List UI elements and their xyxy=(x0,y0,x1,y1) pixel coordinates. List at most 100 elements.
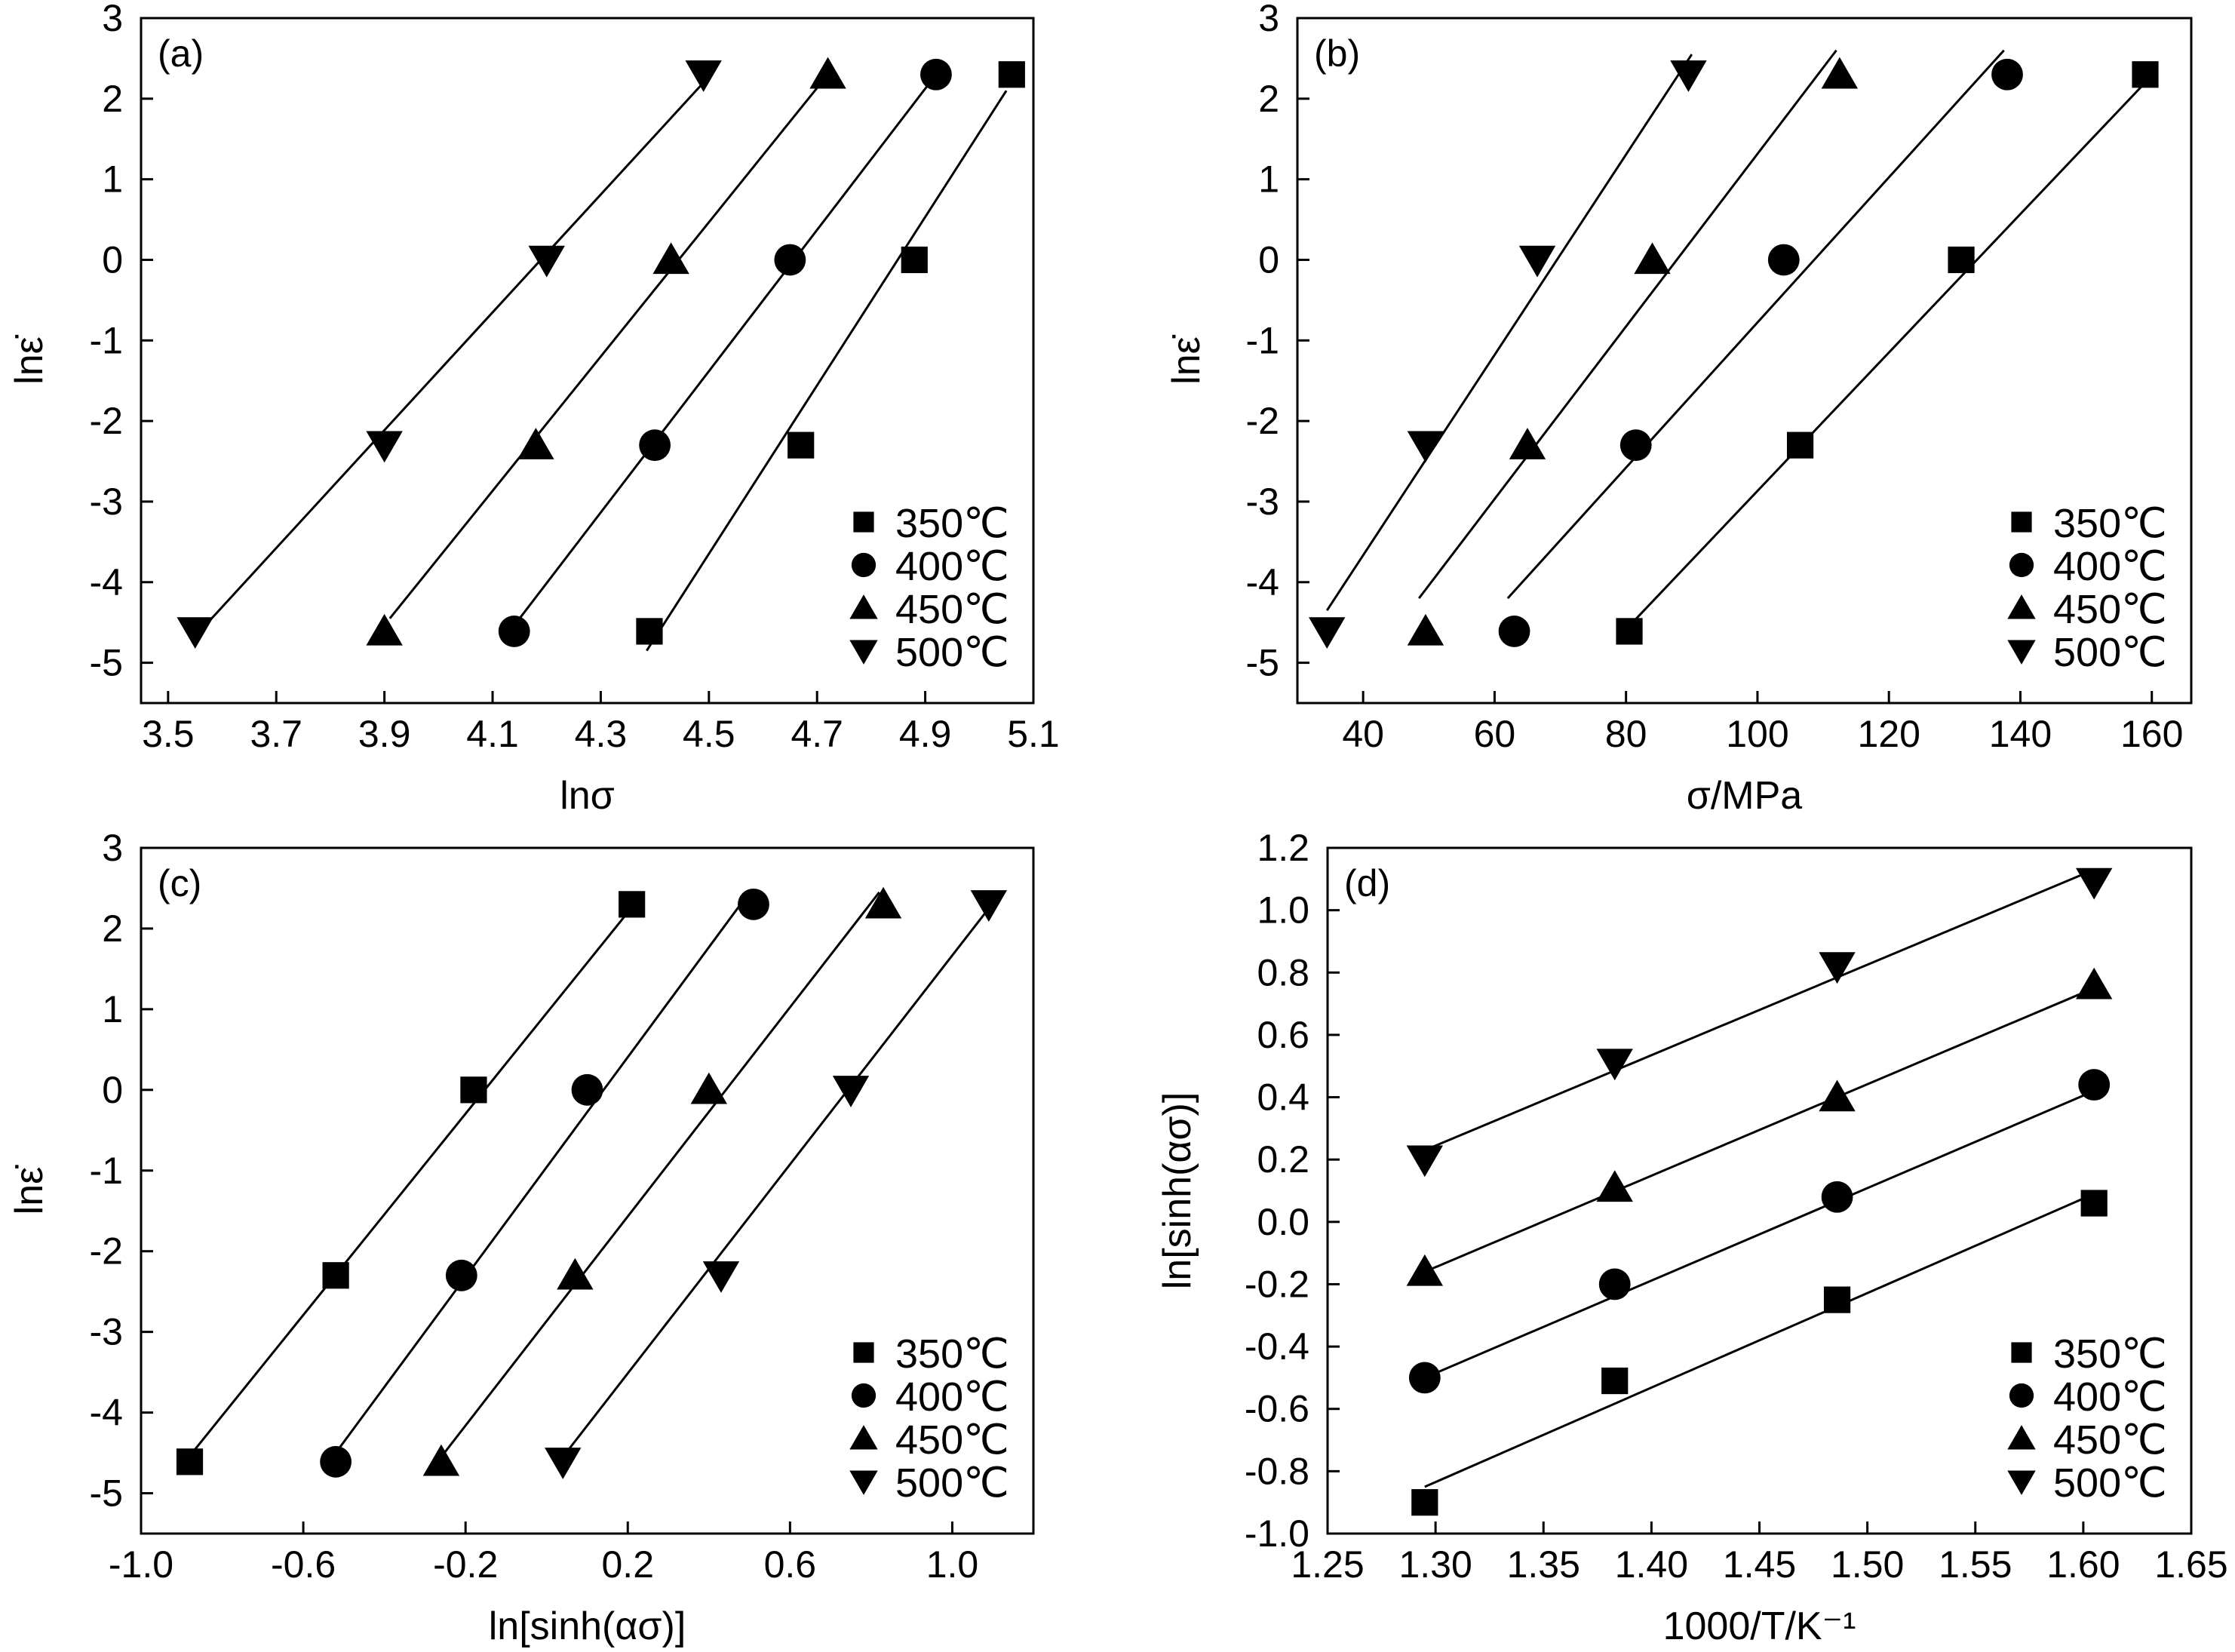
data-point xyxy=(1616,618,1643,645)
data-point xyxy=(1601,1367,1629,1395)
x-tick-label: 4.7 xyxy=(791,713,843,755)
y-tick-label: 2 xyxy=(102,78,123,120)
legend-label: 500℃ xyxy=(2053,630,2167,675)
legend-marker xyxy=(2011,1342,2032,1363)
legend-marker xyxy=(2009,552,2034,578)
y-tick-label: -5 xyxy=(90,1472,123,1515)
fit-line-500℃ xyxy=(1424,868,2095,1152)
data-point xyxy=(177,617,213,649)
panel-label: (a) xyxy=(158,32,204,75)
data-point xyxy=(422,1444,460,1476)
legend-label: 400℃ xyxy=(2053,1374,2167,1420)
panel-label: (d) xyxy=(1344,862,1390,904)
x-axis-title: 1000/T/K⁻¹ xyxy=(1663,1604,1856,1648)
x-tick-label: 0.6 xyxy=(764,1543,817,1586)
y-tick-label: 0 xyxy=(102,238,123,281)
x-axis-title: lnσ xyxy=(560,774,615,818)
x-tick-label: 1.40 xyxy=(1615,1543,1688,1586)
data-point xyxy=(1991,58,2023,91)
data-point xyxy=(1309,617,1346,649)
legend-marker xyxy=(849,1425,878,1450)
data-point xyxy=(2080,1190,2108,1217)
fit-line-450℃ xyxy=(1424,987,2095,1273)
legend-marker xyxy=(851,552,877,578)
x-tick-label: 4.9 xyxy=(899,713,952,755)
x-tick-label: -0.2 xyxy=(433,1543,498,1586)
data-point xyxy=(774,244,806,276)
data-point xyxy=(652,242,689,275)
data-point xyxy=(1598,1268,1631,1300)
fit-line-400℃ xyxy=(1424,1089,2095,1379)
x-tick-label: 4.1 xyxy=(466,713,519,755)
legend-marker xyxy=(2011,511,2032,533)
data-point xyxy=(1406,1145,1444,1178)
y-tick-label: 1.2 xyxy=(1257,827,1309,869)
y-axis-title: ln[sinh(ασ)] xyxy=(1156,1092,1199,1290)
y-tick-label: -3 xyxy=(90,481,123,523)
y-tick-label: -4 xyxy=(90,1392,123,1434)
y-tick-label: 3 xyxy=(102,0,123,39)
x-tick-label: 1.45 xyxy=(1723,1543,1796,1586)
data-point xyxy=(1819,1079,1856,1112)
y-tick-label: -3 xyxy=(1246,481,1279,523)
x-axis-title: σ/MPa xyxy=(1687,774,1803,818)
legend-marker xyxy=(2007,640,2036,665)
fit-line-400℃ xyxy=(334,891,751,1454)
x-tick-label: 60 xyxy=(1474,713,1516,755)
data-point xyxy=(1670,60,1707,92)
x-tick-label: 3.7 xyxy=(250,713,302,755)
x-tick-label: 1.30 xyxy=(1398,1543,1472,1586)
y-tick-label: 1 xyxy=(1258,158,1279,201)
data-point xyxy=(970,890,1008,922)
data-point xyxy=(1823,1286,1851,1313)
data-point xyxy=(1518,245,1556,278)
data-point xyxy=(545,1448,582,1479)
x-tick-label: -0.6 xyxy=(271,1543,336,1586)
y-tick-label: 2 xyxy=(1258,78,1279,120)
y-tick-label: 1.0 xyxy=(1257,889,1309,932)
legend-label: 450℃ xyxy=(895,587,1009,632)
y-tick-label: -1 xyxy=(90,1150,123,1192)
data-point xyxy=(619,891,646,918)
fit-line-500℃ xyxy=(1325,54,1693,611)
data-point xyxy=(1498,616,1530,647)
data-point xyxy=(366,613,403,646)
data-point xyxy=(2132,61,2159,88)
data-point xyxy=(2075,967,2113,999)
fit-line-350℃ xyxy=(1632,81,2147,624)
legend-marker xyxy=(849,640,878,665)
fit-line-400℃ xyxy=(518,73,938,619)
data-point xyxy=(738,888,769,920)
fit-line-450℃ xyxy=(388,73,829,619)
fit-line-350℃ xyxy=(646,90,1008,652)
legend-marker xyxy=(2007,594,2036,619)
legend-marker xyxy=(2009,1383,2034,1408)
data-point xyxy=(1509,428,1546,459)
data-point xyxy=(1596,1170,1633,1202)
x-tick-label: 1.35 xyxy=(1507,1543,1580,1586)
y-tick-label: -4 xyxy=(1246,561,1279,603)
x-axis-title: ln[sinh(ασ)] xyxy=(489,1604,686,1648)
data-point xyxy=(1948,246,1975,274)
legend-label: 350℃ xyxy=(2053,1331,2167,1377)
data-point xyxy=(920,58,952,91)
y-tick-label: 0.8 xyxy=(1257,951,1309,993)
x-tick-label: 1.50 xyxy=(1831,1543,1904,1586)
data-point xyxy=(1821,1181,1853,1213)
data-point xyxy=(1407,613,1444,646)
legend-marker xyxy=(853,511,874,533)
panel-b: 40 60 80 100 120 140 160 -5 -4 -3 -2 -1 0 1 2 3 σ/MPa lnε… xyxy=(1165,0,2193,818)
data-point xyxy=(864,886,902,919)
y-tick-label: 0.0 xyxy=(1257,1201,1309,1243)
x-tick-label: 1.55 xyxy=(1939,1543,2012,1586)
data-point xyxy=(517,428,554,459)
y-tick-label: -0.8 xyxy=(1245,1450,1309,1492)
data-point xyxy=(1786,431,1814,459)
fit-line-500℃ xyxy=(199,81,705,631)
y-axis-title: lnε̇ xyxy=(8,334,51,385)
x-tick-label: 1.25 xyxy=(1291,1543,1364,1586)
data-point xyxy=(528,245,565,278)
y-tick-label: -2 xyxy=(90,400,123,442)
y-tick-label: -5 xyxy=(90,642,123,684)
data-point xyxy=(702,1261,740,1293)
